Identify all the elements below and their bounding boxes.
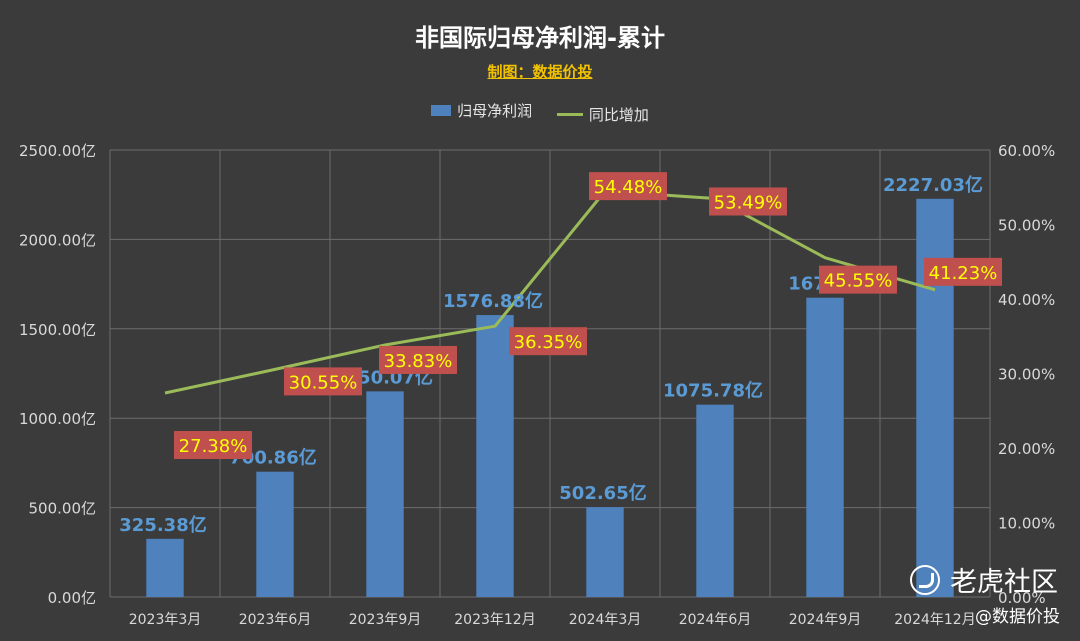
x-tick-label: 2024年6月 — [679, 612, 752, 628]
growth-line — [164, 189, 936, 395]
pct-data-label: 45.55% — [824, 271, 893, 292]
bar — [586, 507, 624, 597]
y-right-tick-label: 40.00% — [998, 291, 1055, 309]
bar — [146, 538, 184, 597]
pct-data-label: 27.38% — [179, 436, 248, 457]
pct-label-box — [379, 345, 457, 374]
tiger-logo-icon — [910, 564, 940, 595]
y-right-tick-label: 0.00% — [998, 589, 1046, 607]
bar-data-label: 325.38亿 — [119, 514, 206, 536]
y-left-tick-label: 1000.00亿 — [19, 410, 96, 428]
y-right-tick-label: 50.00% — [998, 217, 1055, 235]
bar — [476, 315, 514, 597]
legend-label-line: 同比增加 — [588, 106, 649, 124]
legend-item-bar: 归母净利润 — [431, 100, 532, 121]
x-tick-label: 2023年3月 — [129, 612, 202, 628]
pct-label-box — [709, 187, 787, 216]
x-tick-label: 2024年3月 — [569, 612, 642, 628]
pct-data-label: 30.55% — [289, 372, 358, 393]
y-right-tick-label: 30.00% — [998, 366, 1055, 384]
y-left-tick-label: 2500.00亿 — [19, 142, 96, 160]
y-left-tick-label: 0.00亿 — [48, 589, 96, 607]
pct-label-box — [924, 257, 1002, 286]
pct-data-label: 41.23% — [929, 263, 998, 284]
pct-label-box — [589, 172, 667, 201]
chart-legend: 归母净利润 同比增加 — [0, 100, 1080, 125]
y-left-tick-label: 2000.00亿 — [19, 231, 96, 249]
x-tick-label: 2023年12月 — [454, 612, 535, 628]
y-right-tick-label: 60.00% — [998, 142, 1055, 160]
watermark-brand-text: 老虎社区 — [950, 567, 1058, 598]
pct-label-box — [509, 327, 587, 356]
legend-swatch-line — [556, 113, 583, 116]
pct-data-label: 33.83% — [384, 351, 453, 372]
x-tick-label: 2024年12月 — [894, 612, 975, 628]
watermark-author: @数据价投 — [975, 607, 1060, 627]
x-tick-label: 2023年6月 — [239, 612, 312, 628]
y-left-tick-label: 500.00亿 — [29, 500, 97, 518]
pct-data-label: 36.35% — [514, 332, 583, 353]
bar-data-label: 2227.03亿 — [883, 174, 983, 196]
legend-label-bar: 归母净利润 — [457, 102, 533, 120]
pct-data-label: 54.48% — [594, 177, 663, 198]
bar — [256, 471, 294, 597]
legend-item-line: 同比增加 — [556, 104, 649, 125]
watermark-brand: 老虎社区 — [910, 560, 1058, 599]
x-tick-label: 2023年9月 — [349, 612, 422, 628]
y-right-tick-label: 10.00% — [998, 515, 1055, 533]
bar — [696, 404, 734, 597]
pct-data-label: 53.49% — [714, 192, 783, 213]
bar-data-label: 1075.78亿 — [663, 380, 763, 402]
chart-title: 非国际归母净利润-累计 — [415, 24, 665, 52]
chart-subtitle: 制图：数据价投 — [487, 63, 593, 81]
bar — [366, 391, 404, 597]
y-right-tick-label: 20.00% — [998, 440, 1055, 458]
bar-data-label: 1576.88亿 — [443, 290, 543, 312]
y-left-tick-label: 1500.00亿 — [19, 321, 96, 339]
pct-label-box — [819, 265, 897, 294]
bar — [806, 297, 844, 597]
bar-data-label: 502.65亿 — [559, 482, 646, 504]
pct-label-box — [174, 431, 252, 460]
x-tick-label: 2024年9月 — [789, 612, 862, 628]
pct-label-box — [284, 367, 362, 396]
legend-swatch-bar — [431, 105, 452, 116]
